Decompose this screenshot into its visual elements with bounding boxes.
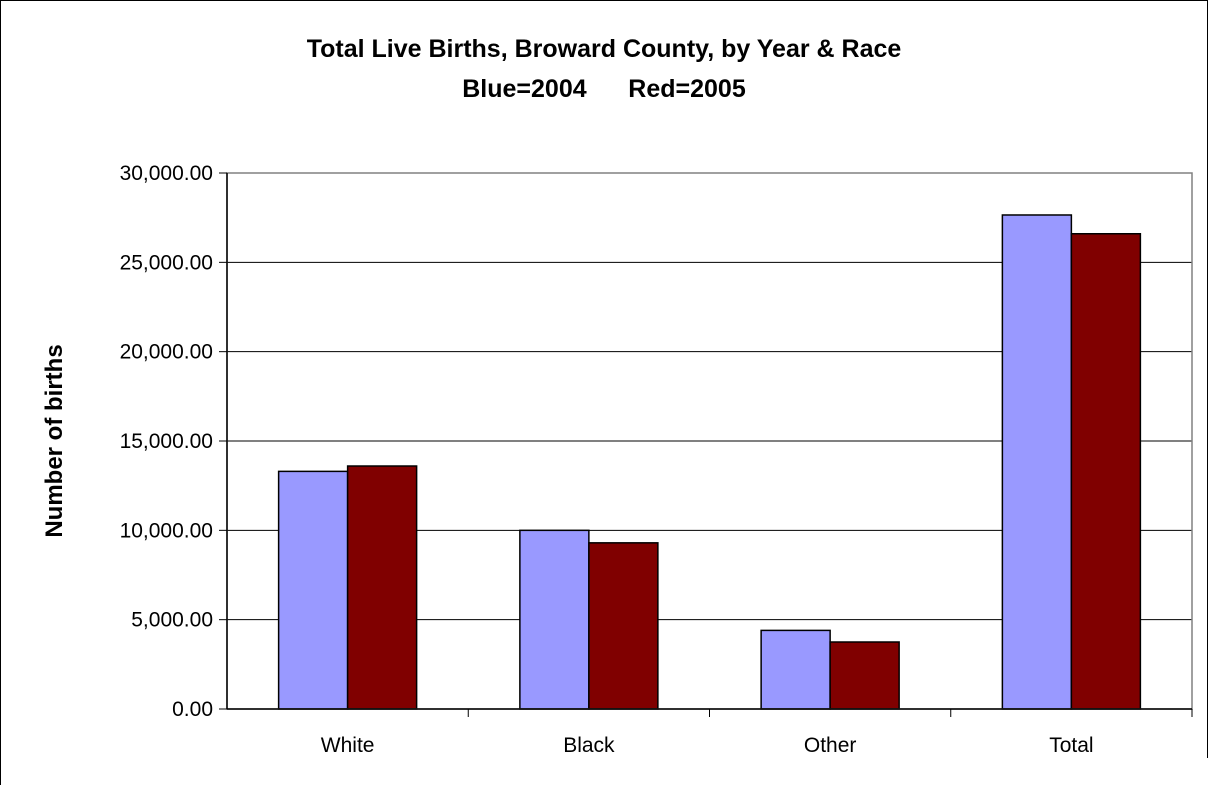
bars <box>277 214 1142 710</box>
x-tick-label: Total <box>1049 734 1093 757</box>
chart-title: Total Live Births, Broward County, by Ye… <box>306 35 902 63</box>
bar-other-series-2 <box>829 641 900 710</box>
bar-white-series-2 <box>346 465 418 710</box>
y-tick-label: 20,000.00 <box>120 341 213 364</box>
bar-white-series-1 <box>277 470 349 710</box>
bar-black-series-1 <box>519 529 590 710</box>
axes <box>219 172 1193 717</box>
y-tick-label: 30,000.00 <box>120 162 213 185</box>
bar-other-series-1 <box>760 629 831 710</box>
x-tick-labels: White Black Other Total <box>321 734 1094 757</box>
x-tick-label: Other <box>804 734 857 757</box>
y-tick-label: 15,000.00 <box>120 430 213 453</box>
bar-black-series-2 <box>588 542 659 710</box>
x-tick-label: Black <box>563 734 615 757</box>
y-axis-label: Number of births <box>41 344 68 537</box>
y-tick-label: 5,000.00 <box>131 609 213 632</box>
chart-frame-edge <box>0 757 1 785</box>
bar-total-series-2 <box>1070 232 1142 710</box>
y-tick-label: 25,000.00 <box>120 251 213 274</box>
y-tick-labels: 0.00 5,000.00 10,000.00 15,000.00 20,000.00 2… <box>120 162 213 721</box>
y-tick-label: 10,000.00 <box>120 519 213 542</box>
bar-total-series-1 <box>1001 214 1073 710</box>
x-tick-label: White <box>321 734 375 757</box>
y-tick-label: 0.00 <box>172 698 213 721</box>
chart-subtitle: Blue=2004 Red=2005 <box>462 75 746 103</box>
